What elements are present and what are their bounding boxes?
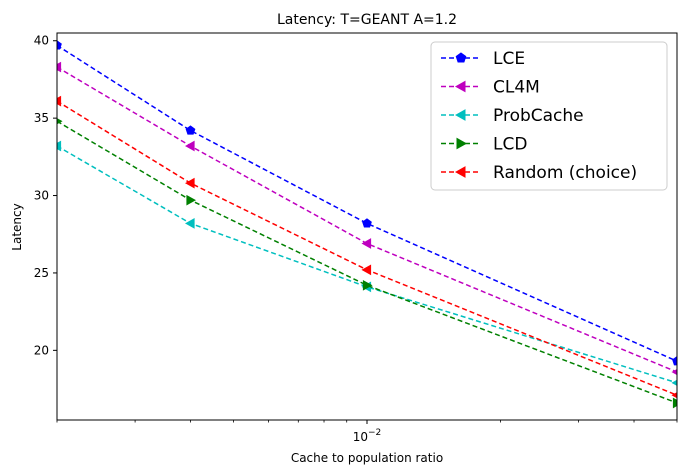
legend-label-4: Random (choice) [493,163,637,183]
data-point-2-1 [184,218,195,229]
series-line-3 [57,120,677,404]
data-point-3-1 [186,194,197,206]
legend-label-1: CL4M [493,78,540,98]
y-tick-label: 20 [34,343,49,357]
y-tick-label: 25 [34,266,49,280]
data-point-1-2 [361,238,372,249]
series-line-1 [57,66,677,373]
plot-area [57,40,677,409]
data-point-3-2 [362,279,373,291]
legend-label-0: LCE [493,49,525,69]
x-axis-label: Cache to population ratio [291,451,443,465]
legend-label-2: ProbCache [493,106,584,126]
y-axis-label: Latency [10,203,24,250]
legend-label-3: LCD [493,135,527,155]
data-point-0-2 [362,218,372,228]
axes: 20 25 30 35 40 10−2 [34,32,678,444]
data-point-4-1 [184,177,195,189]
series-line-2 [57,145,677,384]
data-point-0-3 [672,356,677,366]
data-point-2-0 [57,140,62,152]
legend-marker-0 [455,52,467,63]
legend: LCE CL4M ProbCache LCD Random (choice) [430,41,668,191]
legend-marker-1 [454,80,466,93]
y-tick-label: 30 [34,189,49,203]
x-tick-label: 10−2 [353,428,382,444]
chart-title: Latency: T=GEANT A=1.2 [277,12,457,28]
series-line-0 [57,44,677,362]
data-point-3-3 [672,397,677,409]
data-point-4-2 [361,264,372,276]
y-tick-label: 40 [34,34,49,48]
data-point-0-1 [185,125,196,135]
data-point-1-1 [184,140,195,152]
legend-box [430,41,668,191]
y-tick-label: 35 [34,111,49,125]
series-line-4 [57,100,677,396]
legend-marker-4 [454,166,466,178]
legend-marker-2 [454,109,466,121]
legend-marker-3 [456,137,468,150]
data-point-4-0 [57,95,62,107]
data-point-1-0 [57,61,62,73]
data-point-0-0 [57,40,62,50]
